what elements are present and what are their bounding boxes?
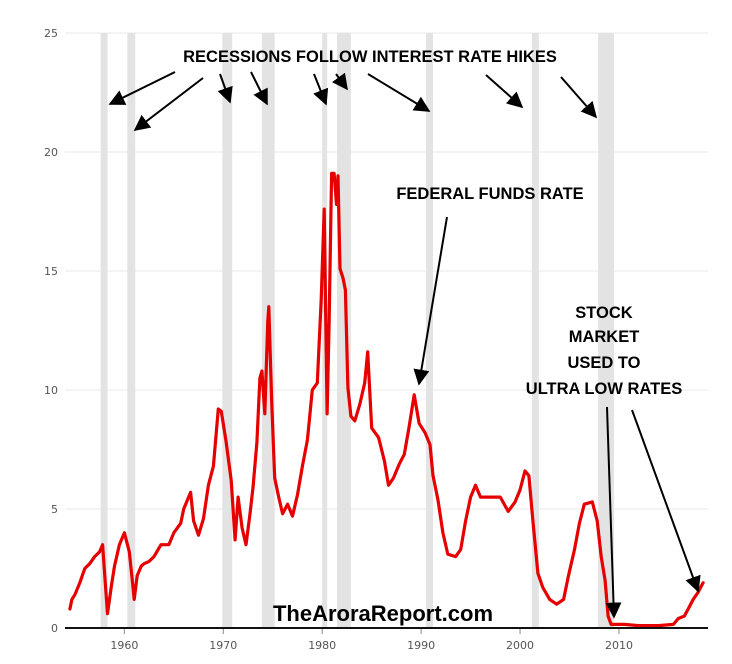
y-tick-label: 15: [44, 265, 58, 278]
annotation-stock-market-line-3: USED TO: [567, 354, 640, 372]
annotation-federal-funds-rate: FEDERAL FUNDS RATE: [396, 185, 583, 203]
recession-band: [127, 33, 136, 628]
annotation-stock-market-line-2: MARKET: [569, 328, 640, 346]
x-tick-label: 2000: [506, 639, 534, 652]
x-tick-label: 1970: [209, 639, 237, 652]
arrow-recession-1980: [313, 73, 329, 106]
recession-band: [100, 33, 108, 628]
y-tick-label: 25: [44, 27, 58, 40]
arrow-recession-2008: [560, 76, 598, 119]
arrow-recession-1974: [250, 71, 268, 106]
arrow-ultra-low-rates-1: [605, 406, 622, 619]
y-tick-label: 5: [51, 503, 58, 516]
recession-band: [337, 33, 351, 628]
arrow-recession-1970: [217, 73, 233, 104]
arrow-federal-funds-rate: [413, 216, 448, 386]
series-line-0: [68, 171, 705, 628]
y-tick-label: 20: [44, 146, 58, 159]
annotation-stock-market-line-4: ULTRA LOW RATES: [526, 380, 682, 398]
arrow-recession-1960: [133, 77, 204, 131]
y-tick-label: 0: [51, 622, 58, 635]
recession-band: [426, 33, 433, 628]
x-tick-label: 1990: [407, 639, 435, 652]
recession-bands: [100, 33, 615, 628]
arrow-ultra-low-rates-2: [631, 409, 701, 593]
x-tick-label: 2010: [605, 639, 633, 652]
x-tick-label: 1960: [110, 639, 138, 652]
annotation-stock-market-line-1: STOCK: [575, 304, 633, 322]
recession-band: [222, 33, 233, 628]
recession-band: [531, 33, 539, 628]
arrow-recession-1958: [108, 71, 176, 105]
y-axis-ticks: 0 5 10 15 20 25: [44, 27, 58, 635]
watermark: TheAroraReport.com: [273, 601, 493, 626]
series-group: [68, 171, 705, 628]
arrow-recession-1982: [332, 72, 348, 91]
x-tick-label: 1980: [308, 639, 336, 652]
x-axis-ticks: 1960 1970 1980 1990 2000 2010: [110, 628, 633, 652]
y-tick-label: 10: [44, 384, 58, 397]
arrow-recession-1990: [367, 73, 431, 112]
arrow-recession-2001: [485, 74, 524, 109]
annotation-recessions: RECESSIONS FOLLOW INTEREST RATE HIKES: [183, 48, 557, 66]
annotation-arrows: [108, 71, 701, 619]
